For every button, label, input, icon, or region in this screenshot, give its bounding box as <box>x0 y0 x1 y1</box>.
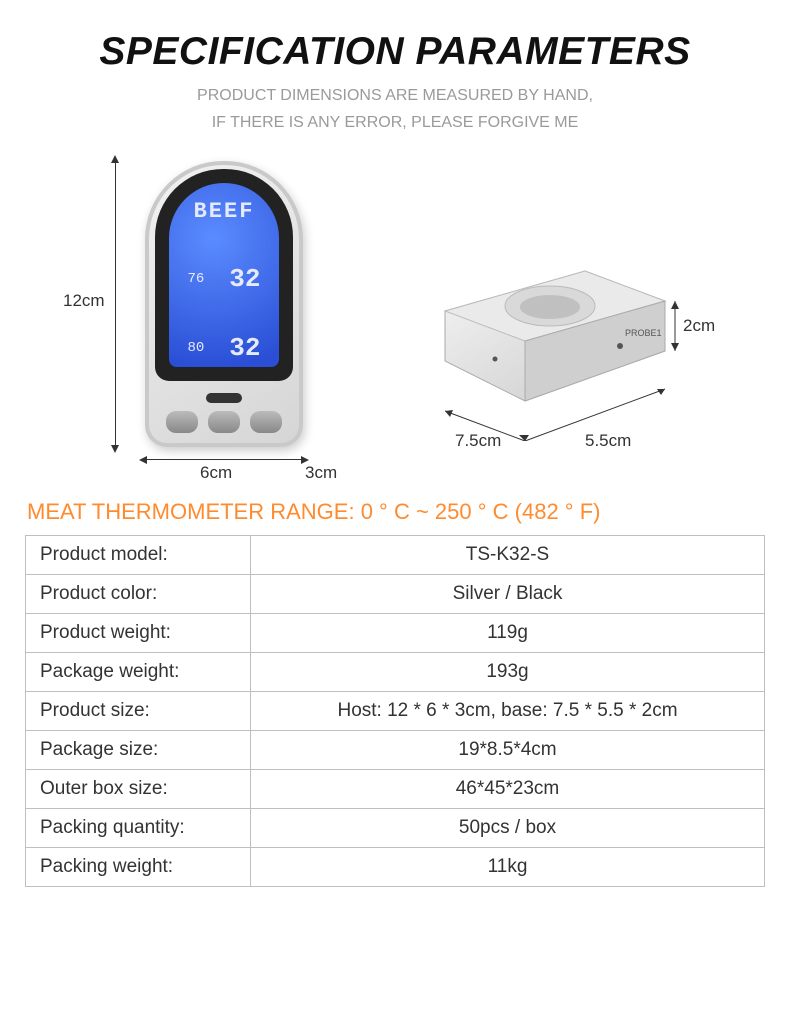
range-title: MEAT THERMOMETER RANGE: 0 ° C ~ 250 ° C … <box>27 499 763 525</box>
spec-table-body: Product model:TS-K32-SProduct color:Silv… <box>26 536 765 887</box>
spec-value: 50pcs / box <box>251 809 765 848</box>
host-button-2 <box>208 411 240 433</box>
base-svg: PROBE1 <box>425 241 685 441</box>
table-row: Outer box size:46*45*23cm <box>26 770 765 809</box>
host-height-arrow-bottom <box>111 445 119 453</box>
table-row: Product weight:119g <box>26 614 765 653</box>
spec-key: Packing weight: <box>26 848 251 887</box>
page-subtitle: PRODUCT DIMENSIONS ARE MEASURED BY HAND,… <box>25 82 765 136</box>
lcd-top-text: BEEF <box>175 199 273 224</box>
table-row: Product model:TS-K32-S <box>26 536 765 575</box>
spec-key: Product model: <box>26 536 251 575</box>
spec-value: Host: 12 * 6 * 3cm, base: 7.5 * 5.5 * 2c… <box>251 692 765 731</box>
host-buttons <box>145 411 303 433</box>
lcd-row-1: 76 32 <box>175 264 273 294</box>
lcd-r1-right: 32 <box>229 264 260 294</box>
host-screen: BEEF 76 32 80 32 <box>155 169 293 381</box>
host-height-label: 12cm <box>63 291 105 311</box>
spec-key: Outer box size: <box>26 770 251 809</box>
host-width-line <box>145 459 303 460</box>
base-depth-label: 5.5cm <box>585 431 631 451</box>
host-button-1 <box>166 411 198 433</box>
table-row: Package weight:193g <box>26 653 765 692</box>
spec-value: 193g <box>251 653 765 692</box>
lcd-r2-right: 32 <box>229 333 260 363</box>
spec-value: TS-K32-S <box>251 536 765 575</box>
spec-key: Package weight: <box>26 653 251 692</box>
spec-value: 19*8.5*4cm <box>251 731 765 770</box>
table-row: Product color:Silver / Black <box>26 575 765 614</box>
base-probe-text: PROBE1 <box>625 328 662 338</box>
host-device: BEEF 76 32 80 32 <box>145 161 303 447</box>
base-width-label: 7.5cm <box>455 431 501 451</box>
host-button-3 <box>250 411 282 433</box>
host-max-pill <box>206 393 242 403</box>
table-row: Packing weight:11kg <box>26 848 765 887</box>
lcd-r1-left: 76 <box>187 271 204 287</box>
table-row: Packing quantity:50pcs / box <box>26 809 765 848</box>
host-lcd: BEEF 76 32 80 32 <box>169 183 279 367</box>
host-width-arrow-l <box>139 456 147 464</box>
page: SPECIFICATION PARAMETERS PRODUCT DIMENSI… <box>0 0 790 907</box>
base-height-label: 2cm <box>683 316 715 336</box>
spec-value: 119g <box>251 614 765 653</box>
host-height-line <box>115 161 116 447</box>
lcd-r2-left: 80 <box>187 340 204 356</box>
subtitle-line-1: PRODUCT DIMENSIONS ARE MEASURED BY HAND, <box>25 82 765 109</box>
spec-key: Product color: <box>26 575 251 614</box>
spec-key: Product weight: <box>26 614 251 653</box>
lcd-row-2: 80 32 <box>175 333 273 363</box>
table-row: Package size:19*8.5*4cm <box>26 731 765 770</box>
table-row: Product size:Host: 12 * 6 * 3cm, base: 7… <box>26 692 765 731</box>
host-height-arrow-top <box>111 155 119 163</box>
spec-value: Silver / Black <box>251 575 765 614</box>
diagram-area: 12cm BEEF 76 32 80 32 <box>25 151 765 481</box>
spec-key: Package size: <box>26 731 251 770</box>
spec-table: Product model:TS-K32-SProduct color:Silv… <box>25 535 765 887</box>
spec-value: 11kg <box>251 848 765 887</box>
host-depth-label: 3cm <box>305 463 337 483</box>
subtitle-line-2: IF THERE IS ANY ERROR, PLEASE FORGIVE ME <box>25 109 765 136</box>
spec-key: Product size: <box>26 692 251 731</box>
page-title: SPECIFICATION PARAMETERS <box>25 30 765 74</box>
base-device: PROBE1 7.5cm 5.5cm 2cm <box>425 241 685 441</box>
spec-key: Packing quantity: <box>26 809 251 848</box>
host-width-label: 6cm <box>200 463 232 483</box>
spec-value: 46*45*23cm <box>251 770 765 809</box>
